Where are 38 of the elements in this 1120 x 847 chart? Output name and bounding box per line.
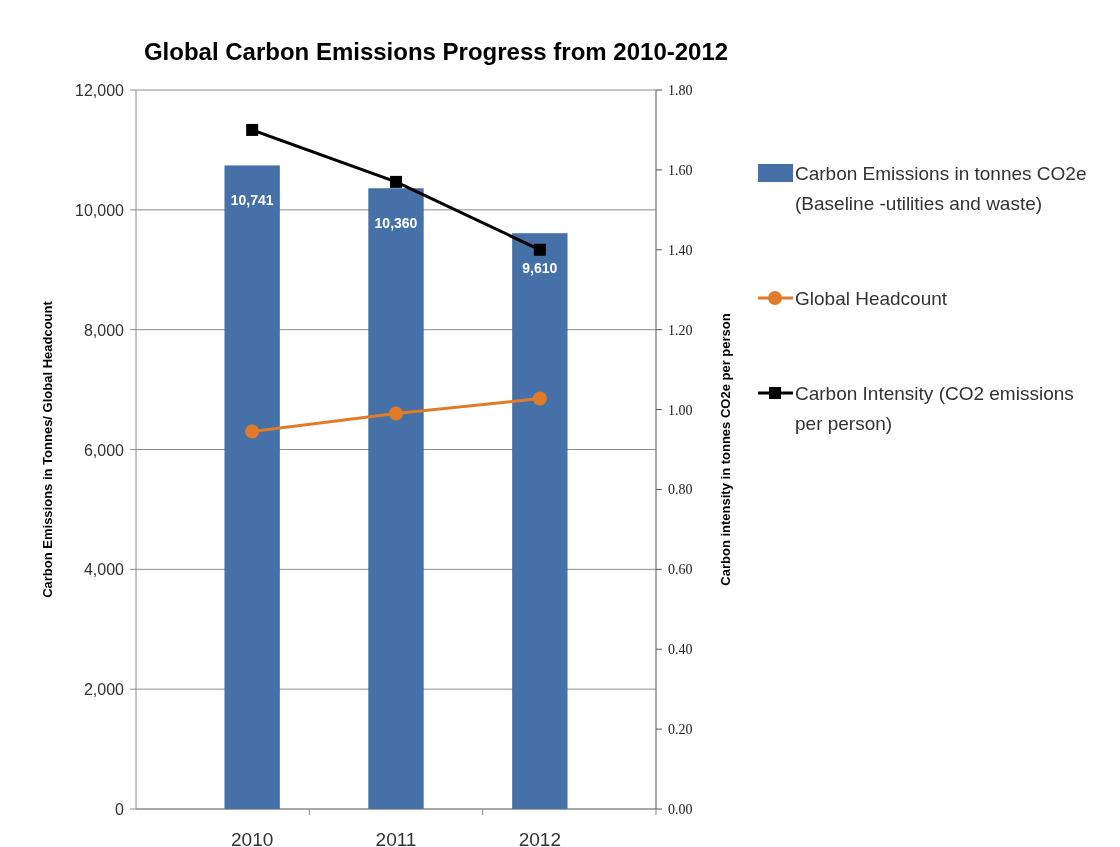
point bbox=[532, 391, 547, 406]
data-label: 10,360 bbox=[374, 215, 418, 232]
point bbox=[245, 424, 260, 439]
point bbox=[533, 243, 546, 256]
y2-tick-label: 0.00 bbox=[668, 802, 693, 817]
y-axis-title: Carbon Emissions in Tonnes/ Global Headcount bbox=[40, 300, 55, 598]
chart-title: Global Carbon Emissions Progress from 2010-2012 bbox=[143, 38, 729, 65]
y-tick-label: 2,000 bbox=[83, 681, 125, 699]
y2-tick-label: 0.80 bbox=[668, 482, 693, 498]
y2-tick-label: 0.40 bbox=[668, 642, 693, 658]
point bbox=[390, 175, 402, 188]
y2-tick-label: 0.20 bbox=[668, 722, 693, 738]
x-tick-label: 2010 bbox=[231, 829, 274, 847]
data-label: 10,741 bbox=[230, 192, 274, 209]
bar bbox=[224, 165, 280, 809]
bar bbox=[368, 188, 424, 809]
y-tick-label: 12,000 bbox=[75, 82, 125, 99]
y2-tick-label: 1.00 bbox=[668, 402, 693, 418]
y2-axis-title: Carbon intensity in tonnes CO2e per person bbox=[718, 313, 733, 586]
y-tick-label: 8,000 bbox=[83, 321, 125, 339]
bar bbox=[512, 233, 568, 809]
y2-tick-label: 1.60 bbox=[668, 162, 693, 178]
y-tick-label: 0 bbox=[115, 801, 125, 818]
legend-label: Carbon Intensity (CO2 emissions per person) bbox=[795, 383, 1074, 434]
point bbox=[246, 123, 259, 136]
y2-tick-label: 0.60 bbox=[668, 562, 693, 578]
x-tick-label: 2011 bbox=[375, 829, 417, 847]
legend-label: Carbon Emissions in tonnes CO2e (Baseline -utilities and waste) bbox=[795, 163, 1087, 214]
y-tick-label: 4,000 bbox=[83, 561, 125, 579]
data-label: 9,610 bbox=[522, 260, 558, 277]
y2-tick-label: 1.40 bbox=[668, 242, 693, 258]
legend-label: Global Headcount bbox=[795, 288, 948, 309]
x-tick-label: 2012 bbox=[518, 829, 561, 847]
y-tick-label: 10,000 bbox=[75, 201, 125, 219]
y2-tick-label: 1.80 bbox=[668, 83, 693, 98]
point bbox=[389, 406, 403, 421]
y2-tick-label: 1.20 bbox=[668, 322, 693, 338]
y-tick-label: 6,000 bbox=[83, 441, 125, 459]
